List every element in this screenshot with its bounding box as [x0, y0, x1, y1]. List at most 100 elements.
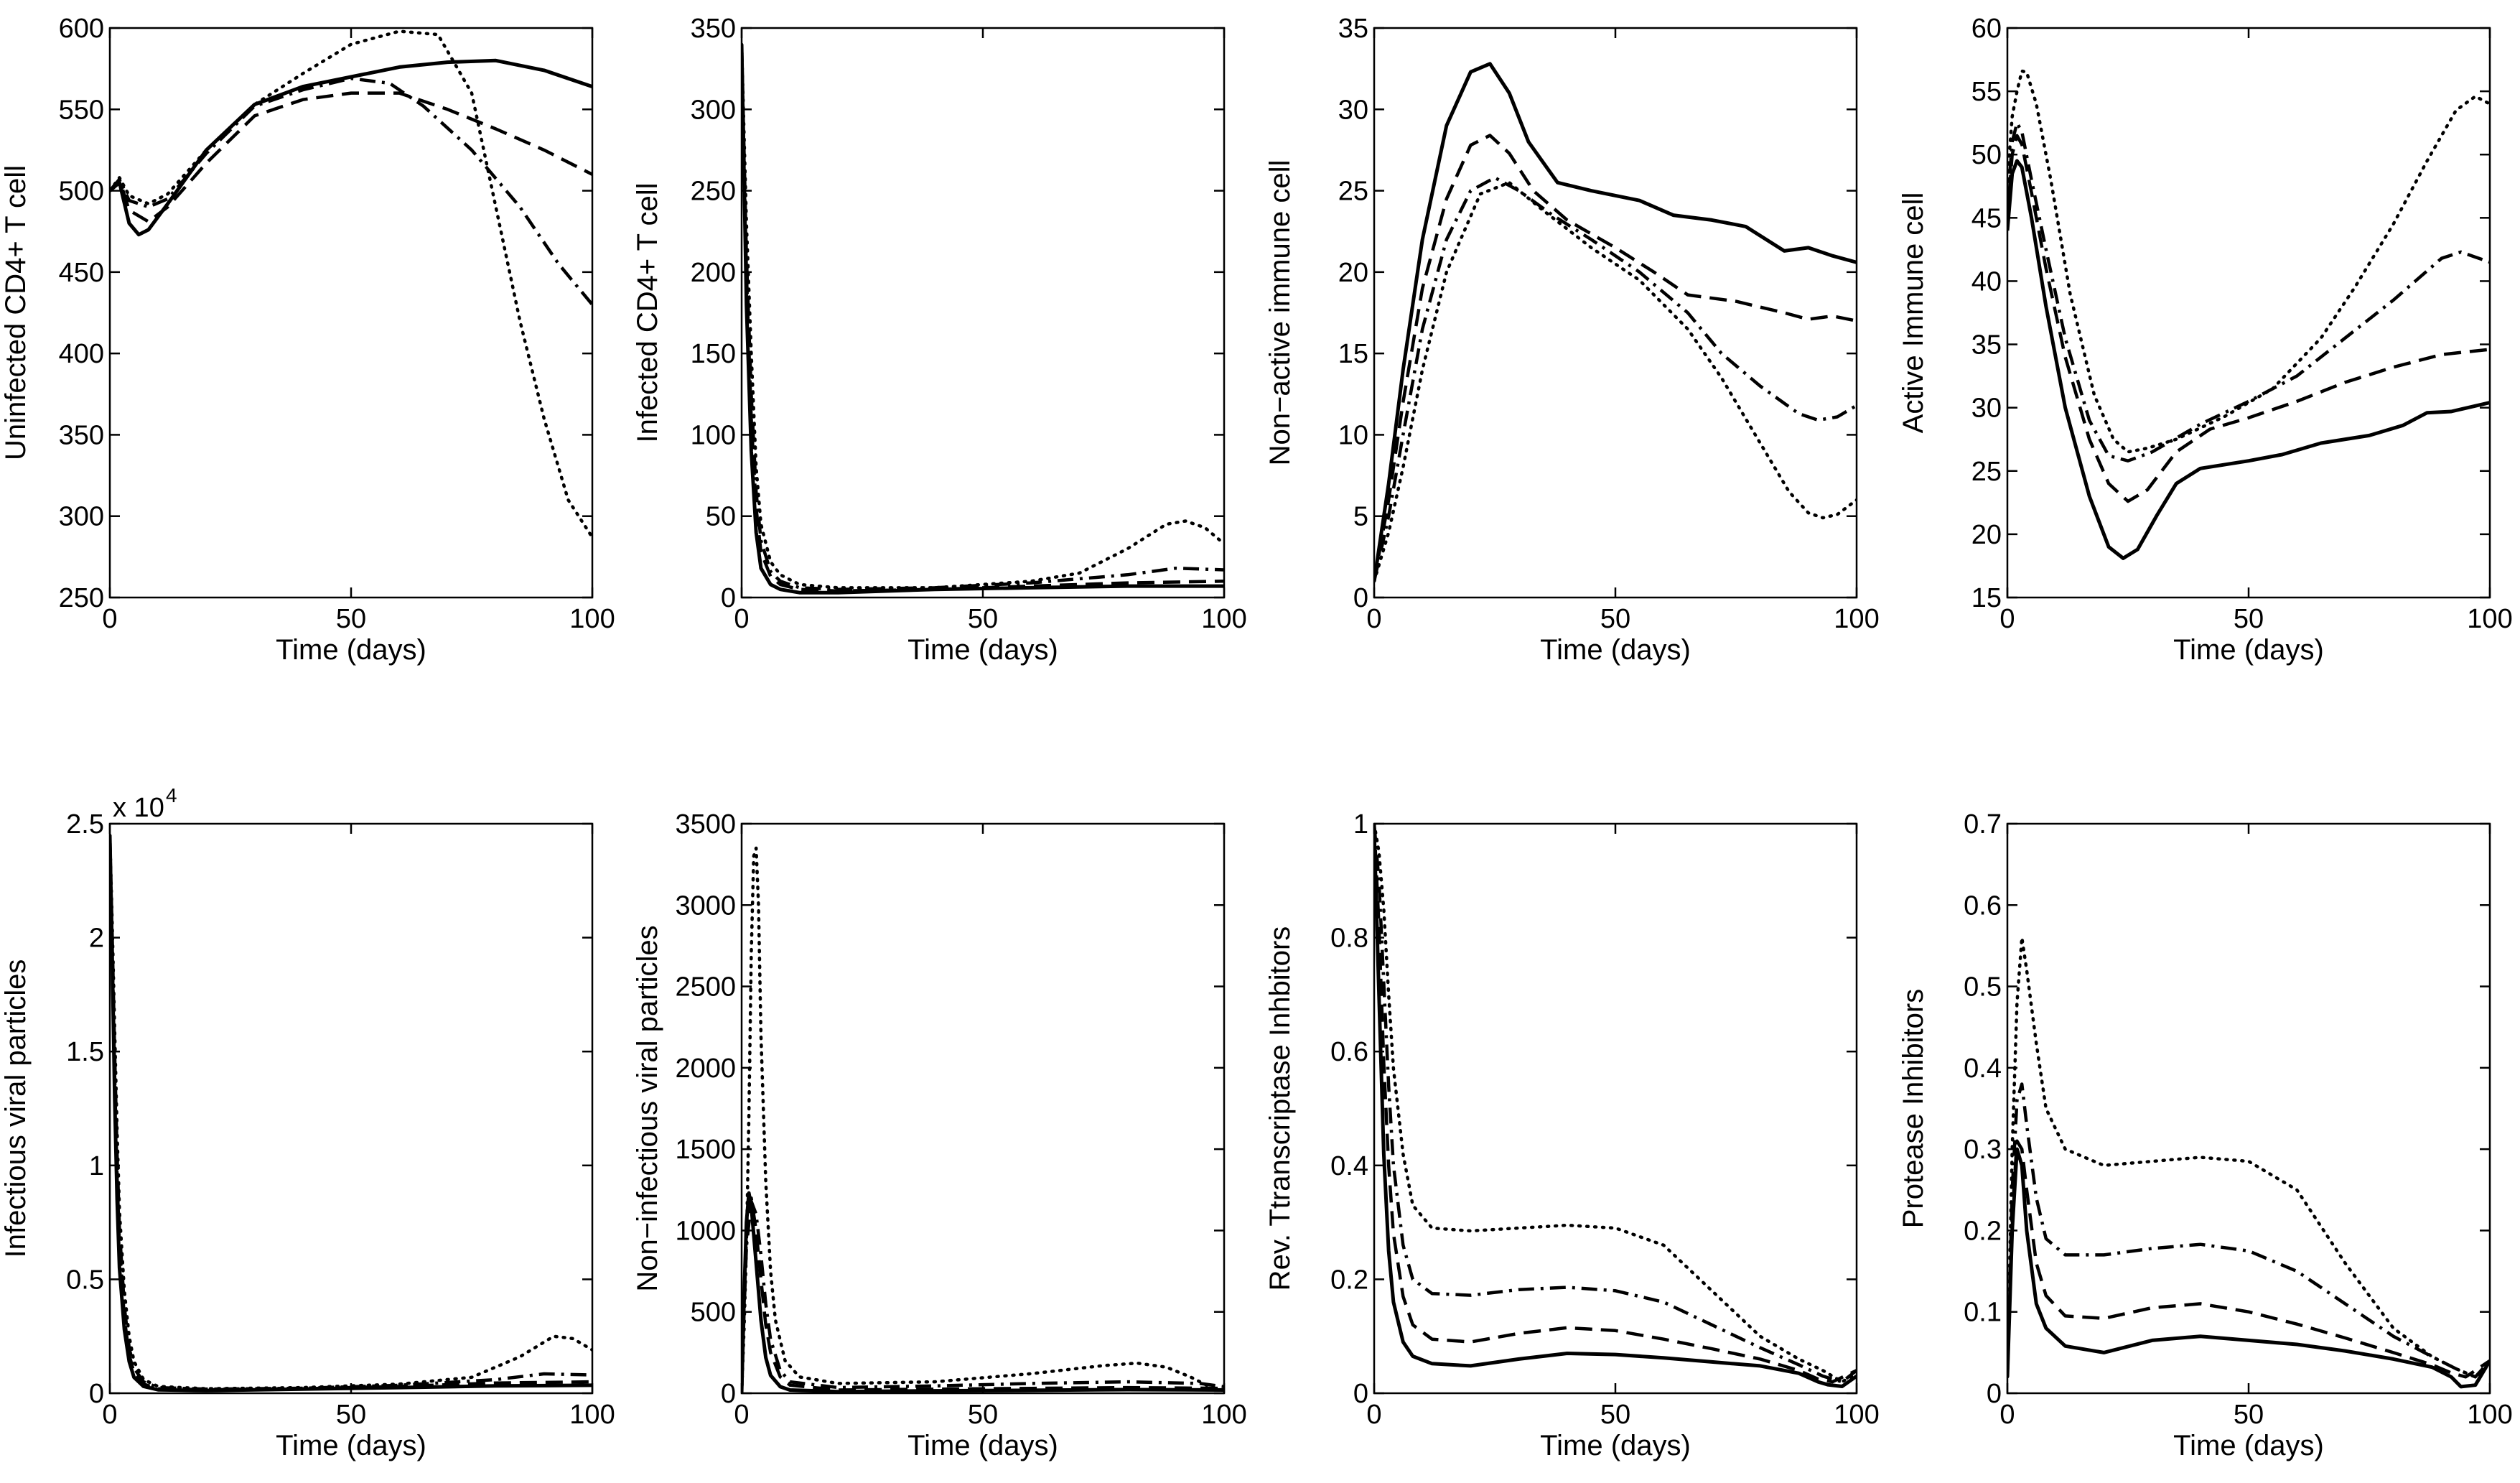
- y-tick-label: 0.8: [1330, 924, 1368, 954]
- series-line-solid: [742, 1191, 1224, 1393]
- series-line-dashed: [2007, 134, 2490, 503]
- y-tick-label: 3000: [675, 891, 736, 921]
- x-tick-label: 0: [1999, 1400, 2015, 1430]
- y-tick-label: 0.4: [1330, 1151, 1368, 1181]
- y-axis-label: Non−active immune cell: [1264, 160, 1296, 466]
- series-line-dashed: [742, 44, 1224, 593]
- y-tick-label: 25: [1338, 177, 1368, 207]
- y-tick-label: 5: [1353, 502, 1368, 532]
- series-line-solid: [2007, 159, 2490, 560]
- y-tick-label: 550: [59, 95, 104, 125]
- y-tick-label: 15: [1971, 583, 2002, 613]
- y-tick-label: 0.3: [1964, 1135, 2002, 1165]
- x-tick-label: 50: [1600, 604, 1630, 634]
- x-tick-label: 100: [1834, 604, 1879, 634]
- y-tick-label: 1: [89, 1151, 104, 1181]
- series-line-dotted: [1374, 824, 1857, 1384]
- y-tick-label: 1000: [675, 1216, 736, 1246]
- series-line-dashed: [2007, 1139, 2490, 1379]
- y-tick-label: 2: [89, 924, 104, 954]
- series-line-dotted: [1374, 180, 1857, 583]
- y-tick-label: 0: [1987, 1379, 2002, 1409]
- x-axis-label: Time (days): [907, 1430, 1058, 1461]
- series-line-dashdot: [2007, 1082, 2490, 1379]
- y-tick-label: 0.7: [1964, 809, 2002, 840]
- y-tick-label: 50: [1971, 140, 2002, 170]
- chart-panel-1: 0 50 100 250 300 350 400 450 500 550 600 Time (days…: [0, 14, 615, 666]
- y-tick-label: 0: [89, 1379, 104, 1409]
- x-tick-label: 50: [968, 1400, 998, 1430]
- series-line-dashed: [1374, 824, 1857, 1384]
- y-tick-label: 0.6: [1330, 1037, 1368, 1067]
- series-line-dashed: [110, 91, 592, 223]
- series-line-dashed: [1374, 134, 1857, 582]
- y-tick-label: 25: [1971, 457, 2002, 487]
- x-tick-label: 50: [336, 1400, 366, 1430]
- y-tick-label: 30: [1338, 95, 1368, 125]
- x-axis-label: Time (days): [1540, 1430, 1691, 1461]
- x-tick-label: 50: [336, 604, 366, 634]
- y-tick-label: 1: [1353, 809, 1368, 840]
- x-axis-label: Time (days): [1540, 634, 1691, 666]
- x-tick-label: 100: [1834, 1400, 1879, 1430]
- y-tick-label: 250: [59, 583, 104, 613]
- x-tick-label: 0: [734, 604, 749, 634]
- y-tick-label: 50: [706, 502, 736, 532]
- plot-frame: [1373, 27, 1858, 599]
- y-tick-label: 35: [1338, 14, 1368, 44]
- series-line-solid: [110, 835, 592, 1393]
- y-tick-label: 200: [691, 258, 736, 288]
- x-tick-label: 50: [968, 604, 998, 634]
- y-tick-label: 30: [1971, 394, 2002, 424]
- series-line-dashdot: [742, 1199, 1224, 1393]
- y-tick-label: 0: [721, 1379, 736, 1409]
- x-tick-label: 0: [734, 1400, 749, 1430]
- y-tick-label: 20: [1338, 258, 1368, 288]
- y-tick-label: 3500: [675, 809, 736, 840]
- series-line-solid: [1374, 829, 1857, 1388]
- chart-panel-5: 0 50 100 0 0.5 1 1.5 2 2.5 Time (days) Infectious …: [0, 784, 615, 1461]
- y-tick-label: 2.5: [66, 809, 104, 840]
- x-tick-label: 100: [569, 604, 615, 634]
- y-tick-label: 1.5: [66, 1037, 104, 1067]
- y-tick-label: 350: [691, 14, 736, 44]
- y-axis-label: Infected CD4+ T cell: [632, 182, 663, 442]
- y-tick-label: 500: [59, 177, 104, 207]
- x-tick-label: 50: [2234, 604, 2264, 634]
- y-tick-label: 40: [1971, 266, 2002, 297]
- y-tick-label: 0.2: [1964, 1216, 2002, 1246]
- y-tick-label: 0.5: [66, 1265, 104, 1295]
- plot-frame: [108, 27, 594, 599]
- y-tick-label: 0: [1353, 1379, 1368, 1409]
- series-line-dashdot: [1374, 824, 1857, 1384]
- x-axis-label: Time (days): [2173, 1430, 2324, 1461]
- y-tick-label: 350: [59, 420, 104, 450]
- y-tick-label: 55: [1971, 77, 2002, 107]
- series-line-dashed: [110, 835, 592, 1392]
- y-tick-label: 1500: [675, 1135, 736, 1165]
- x-tick-label: 0: [1366, 604, 1381, 634]
- y-tick-label: 100: [691, 420, 736, 450]
- y-tick-label: 60: [1971, 14, 2002, 44]
- y-axis-label: Non−infectious viral particles: [632, 925, 663, 1291]
- x-axis-label: Time (days): [2173, 634, 2324, 666]
- plot-frame: [2006, 27, 2491, 599]
- series-line-dotted: [110, 29, 592, 539]
- series-line-dashdot: [110, 835, 592, 1391]
- y-tick-label: 0: [1353, 583, 1368, 613]
- series-line-dotted: [742, 846, 1224, 1393]
- series-line-dashdot: [2007, 121, 2490, 462]
- y-tick-label: 20: [1971, 520, 2002, 550]
- plot-frame: [740, 27, 1226, 599]
- series-line-dashdot: [742, 44, 1224, 591]
- chart-panel-4: 0 50 100 15 20 25 30 35 40 45 50 55 60 Time (days) Act…: [1898, 14, 2513, 666]
- chart-panel-2: 0 50 100 0 50 100 150 200 250 300 350 Time (days) In…: [632, 14, 1247, 666]
- x-axis-label: Time (days): [907, 634, 1058, 666]
- y-axis-label: Uninfected CD4+ T cell: [0, 165, 32, 460]
- chart-panel-8: 0 50 100 0 0.1 0.2 0.3 0.4 0.5 0.6 0.7 Time (days) P…: [1898, 809, 2513, 1461]
- y-axis-label: Rev. Ttranscriptase Inhbitors: [1264, 926, 1296, 1291]
- y-tick-label: 0.5: [1964, 972, 2002, 1003]
- y-tick-label: 450: [59, 258, 104, 288]
